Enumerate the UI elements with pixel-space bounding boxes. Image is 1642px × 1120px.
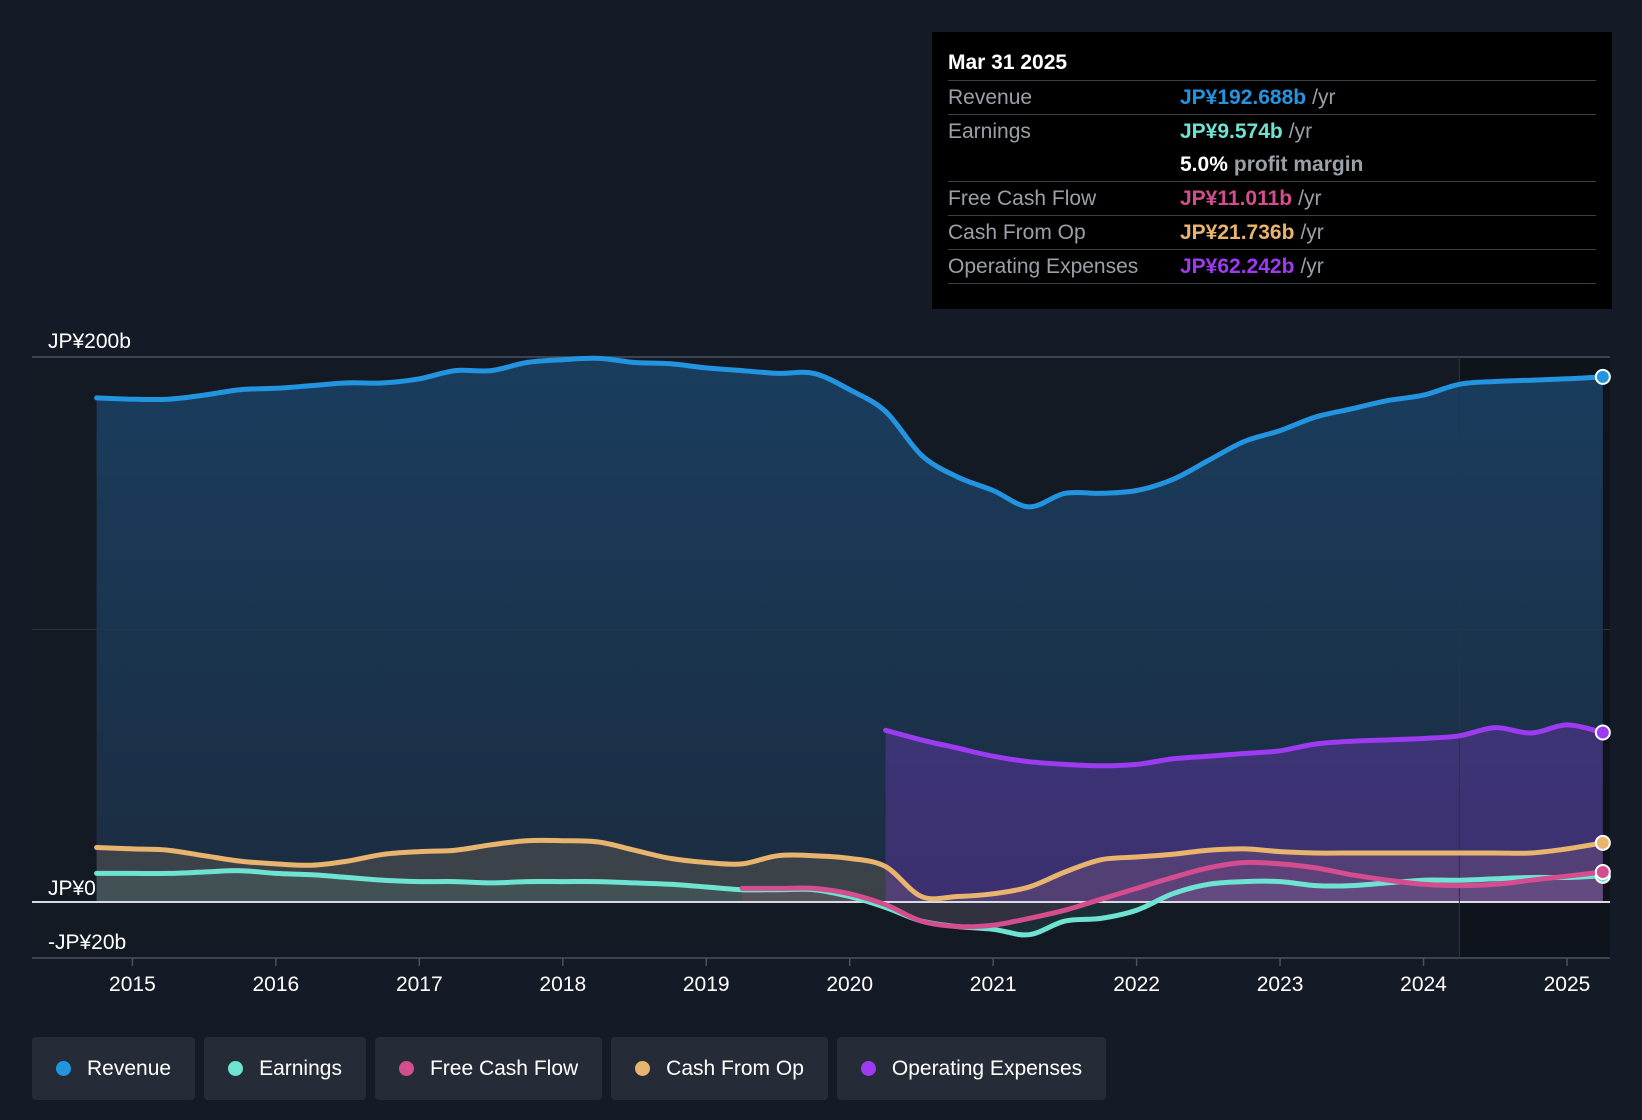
x-tick-2021: 2021 xyxy=(970,973,1017,996)
operating-expenses-dot-icon xyxy=(860,1061,876,1076)
revenue-area xyxy=(96,358,1603,902)
legend-earnings-label: Earnings xyxy=(259,1056,342,1080)
tooltip-earnings-label: Earnings xyxy=(948,120,1031,143)
tooltip-fcf-value: JP¥11.011b xyxy=(1180,187,1293,210)
operating-expenses-line xyxy=(883,722,1606,769)
tooltip-revenue-row: Revenue JP¥192.688b /yr xyxy=(948,81,1596,115)
tooltip-earnings-unit: /yr xyxy=(1288,120,1313,143)
legend-revenue-label: Revenue xyxy=(87,1056,172,1080)
tooltip-cfo-label: Cash From Op xyxy=(948,221,1086,244)
earnings-area xyxy=(96,870,1603,935)
legend-cash-from-op-label: Cash From Op xyxy=(666,1056,804,1080)
x-tick-2020: 2020 xyxy=(826,973,873,996)
x-tick-2022: 2022 xyxy=(1113,973,1160,996)
tooltip-fcf-row: Free Cash Flow JP¥11.011b /yr xyxy=(948,182,1596,216)
area-fills xyxy=(96,358,1603,935)
cash-from-op-end-point xyxy=(1594,834,1611,851)
tooltip-earnings-row: Earnings JP¥9.574b /yr xyxy=(948,115,1596,148)
series-lines xyxy=(94,355,1606,938)
gridlines xyxy=(32,356,1610,959)
tooltip-revenue-value: JP¥192.688b xyxy=(1180,86,1307,109)
legend-earnings[interactable]: Earnings xyxy=(204,1037,366,1100)
tooltip-margin-row: 5.0% profit margin xyxy=(948,148,1596,182)
tooltip-opex-row: Operating Expenses JP¥62.242b /yr xyxy=(948,250,1596,284)
operating-expenses-end-point xyxy=(1594,724,1611,741)
cash-from-op-area xyxy=(96,840,1603,902)
tooltip-opex-label: Operating Expenses xyxy=(948,255,1139,278)
operating-expenses-area xyxy=(885,724,1603,902)
x-tick-2025: 2025 xyxy=(1544,973,1591,996)
free-cash-flow-line xyxy=(739,859,1606,930)
revenue-end-point xyxy=(1594,368,1611,385)
x-tick-2024: 2024 xyxy=(1400,973,1447,996)
earnings-line xyxy=(94,868,1606,938)
legend: Revenue Earnings Free Cash Flow Cash Fro… xyxy=(32,1037,1115,1100)
legend-operating-expenses-label: Operating Expenses xyxy=(891,1056,1083,1080)
tooltip-date: Mar 31 2025 xyxy=(948,46,1596,81)
revenue-dot-icon xyxy=(56,1061,71,1076)
tooltip-cfo-unit: /yr xyxy=(1300,221,1324,244)
y-label-2: -JP¥20b xyxy=(48,931,126,954)
legend-cash-from-op[interactable]: Cash From Op xyxy=(611,1037,828,1100)
free-cash-flow-end-point xyxy=(1594,864,1611,881)
legend-free-cash-flow[interactable]: Free Cash Flow xyxy=(374,1037,603,1100)
x-tick-2015: 2015 xyxy=(109,973,156,996)
cash-from-op-dot-icon xyxy=(635,1061,651,1076)
y-label-0: JP¥200b xyxy=(48,330,131,353)
tooltip-fcf-unit: /yr xyxy=(1298,187,1322,210)
y-axis-labels: JP¥200b JP¥0 -JP¥20b xyxy=(48,330,131,954)
revenue-line xyxy=(94,355,1606,510)
x-tick-2019: 2019 xyxy=(683,973,730,996)
legend-revenue[interactable]: Revenue xyxy=(32,1037,196,1100)
legend-free-cash-flow-label: Free Cash Flow xyxy=(429,1056,579,1080)
free-cash-flow-dot-icon xyxy=(398,1061,414,1076)
tooltip-opex-value: JP¥62.242b xyxy=(1180,255,1295,278)
tooltip-margin-label: profit margin xyxy=(1233,153,1364,176)
tooltip-cfo-row: Cash From Op JP¥21.736b /yr xyxy=(948,216,1596,250)
tooltip-fcf-label: Free Cash Flow xyxy=(948,187,1097,210)
y-label-1: JP¥0 xyxy=(48,877,96,900)
tooltip-cfo-value: JP¥21.736b xyxy=(1180,221,1295,244)
tooltip-opex-unit: /yr xyxy=(1300,255,1324,278)
tooltip-margin-value: 5.0% xyxy=(1180,153,1228,176)
earnings-dot-icon xyxy=(228,1061,244,1076)
x-tick-2016: 2016 xyxy=(253,973,300,996)
cash-from-op-line xyxy=(94,837,1606,902)
legend-operating-expenses[interactable]: Operating Expenses xyxy=(836,1037,1107,1100)
x-tick-2018: 2018 xyxy=(539,973,586,996)
tooltip-revenue-label: Revenue xyxy=(948,86,1033,109)
series-end-dots xyxy=(1594,368,1611,884)
tooltip-panel: Mar 31 2025 Revenue JP¥192.688b /yr Earn… xyxy=(932,32,1612,309)
tooltip-revenue-unit: /yr xyxy=(1312,86,1336,109)
x-tick-2017: 2017 xyxy=(396,973,443,996)
tooltip-earnings-value: JP¥9.574b xyxy=(1180,120,1283,143)
x-tick-2023: 2023 xyxy=(1257,973,1304,996)
x-axis-ticks: 2015 2016 2017 2018 2019 2020 2021 2022 2023 2024… xyxy=(109,958,1590,996)
